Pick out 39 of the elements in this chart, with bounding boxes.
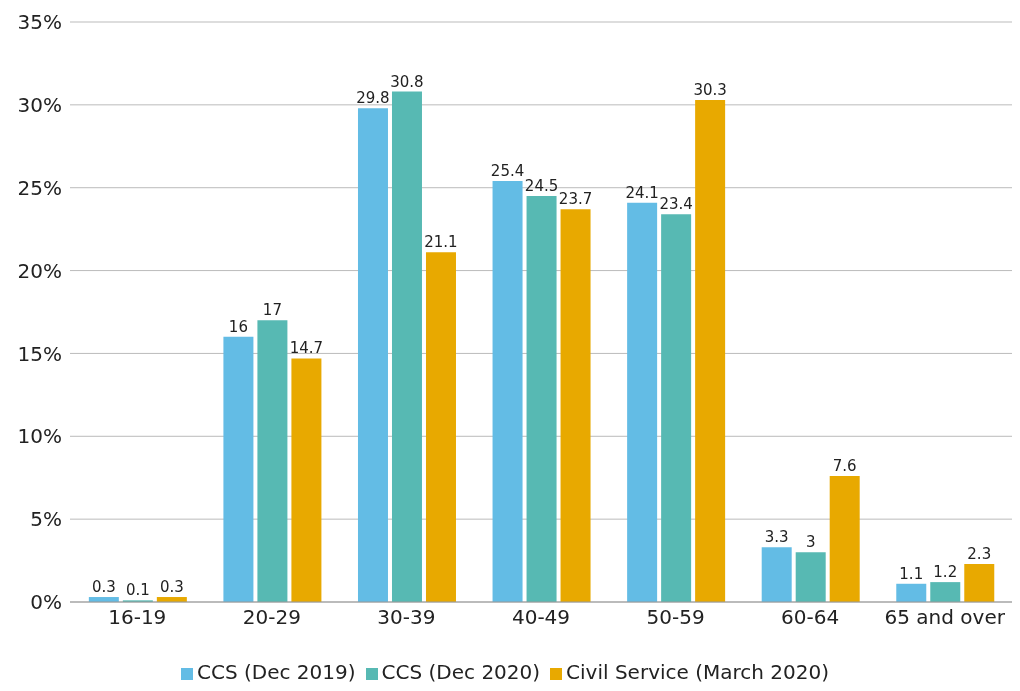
data-label: 17: [262, 301, 282, 320]
x-tick-label: 65 and over: [884, 605, 1006, 630]
data-label: 3: [805, 533, 816, 552]
x-tick-label: 20-29: [242, 605, 301, 630]
data-label: 16: [228, 317, 248, 336]
legend-label: CCS (Dec 2020): [381, 660, 541, 684]
data-label: 0.3: [91, 578, 116, 597]
data-label: 21.1: [424, 233, 458, 252]
y-tick-label: 15%: [17, 341, 62, 366]
legend-label: Civil Service (March 2020): [566, 660, 830, 684]
data-label: 14.7: [289, 339, 324, 358]
data-label: 7.6: [832, 457, 857, 476]
y-tick-label: 10%: [17, 424, 62, 449]
x-tick-label: 30-39: [377, 605, 436, 630]
data-label: 2.3: [967, 544, 992, 563]
data-label: 23.4: [659, 195, 693, 214]
data-label: 1.1: [899, 564, 924, 583]
y-tick-label: 25%: [17, 175, 62, 200]
data-label: 24.1: [625, 183, 659, 202]
x-tick-label: 50-59: [646, 605, 705, 630]
data-label: 23.7: [558, 190, 593, 209]
x-tick-label: 60-64: [781, 605, 840, 630]
y-tick-label: 20%: [17, 258, 62, 283]
y-tick-label: 35%: [17, 10, 62, 35]
data-label: 30.3: [693, 80, 727, 99]
data-label: 29.8: [356, 89, 390, 108]
data-label: 3.3: [764, 528, 789, 547]
y-tick-label: 30%: [17, 92, 62, 117]
legend-label: CCS (Dec 2019): [196, 660, 356, 684]
x-tick-label: 40-49: [511, 605, 571, 630]
y-tick-label: 0%: [30, 590, 62, 615]
data-label: 0.1: [125, 581, 150, 600]
data-label: 30.8: [390, 72, 424, 91]
data-label: 1.2: [933, 563, 958, 582]
data-label: 24.5: [524, 177, 559, 195]
data-label: 0.3: [159, 578, 184, 597]
x-tick-label: 16-19: [108, 605, 167, 630]
data-label: 25.4: [490, 162, 525, 181]
y-tick-label: 5%: [30, 507, 62, 532]
